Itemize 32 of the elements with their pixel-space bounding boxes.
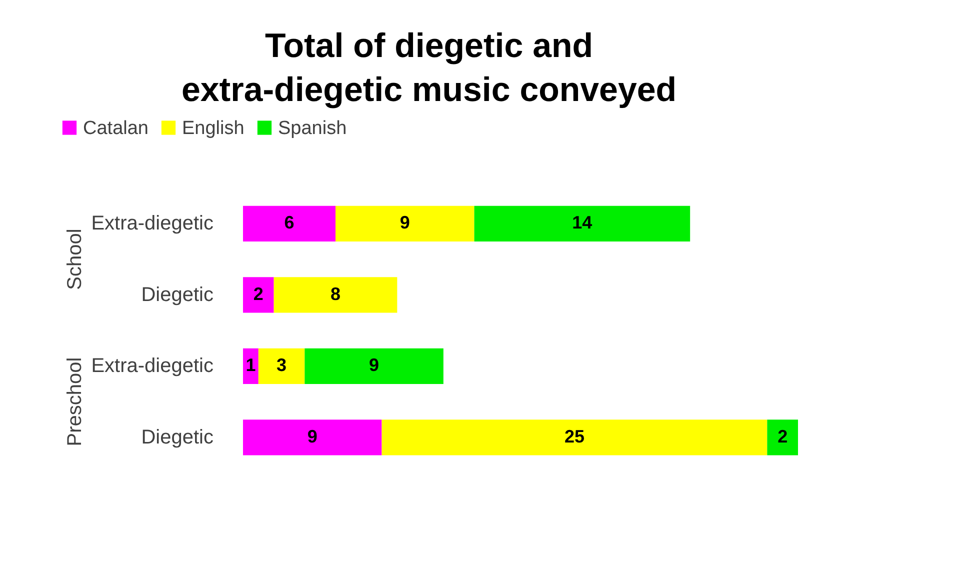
data-label: 2	[253, 284, 264, 304]
bar	[243, 420, 382, 456]
chart-title: Total of diegetic and extra-diegetic music conveyed	[181, 27, 677, 109]
data-label: 9	[307, 426, 318, 446]
data-label: 3	[276, 355, 287, 376]
bar	[274, 277, 398, 313]
data-label: 1	[246, 355, 256, 376]
legend-label: Catalan	[83, 118, 148, 139]
data-label: 25	[564, 426, 584, 446]
bar	[304, 348, 444, 384]
bar	[258, 348, 305, 384]
legend-label: English	[182, 118, 244, 139]
data-label: 9	[400, 212, 410, 233]
y-tick-label: Extra-diegetic	[91, 212, 214, 235]
bar	[243, 348, 258, 384]
bar	[767, 420, 798, 456]
data-label: 6	[284, 212, 294, 233]
y-tick-label: Extra-diegetic	[91, 355, 214, 378]
data-label: 8	[330, 284, 341, 304]
y-tick-label: Diegetic	[141, 284, 214, 306]
data-label: 14	[572, 212, 592, 233]
text: School	[64, 228, 86, 290]
legend-label: Spanish	[278, 118, 347, 139]
bar	[474, 206, 690, 242]
text: Preschool	[64, 357, 86, 446]
bar	[243, 206, 336, 242]
y-tick-label: Diegetic	[141, 426, 214, 448]
data-label: 9	[369, 355, 380, 376]
bar	[382, 420, 768, 456]
data-label: 2	[778, 426, 788, 446]
bar	[243, 277, 274, 313]
bar	[336, 206, 474, 242]
